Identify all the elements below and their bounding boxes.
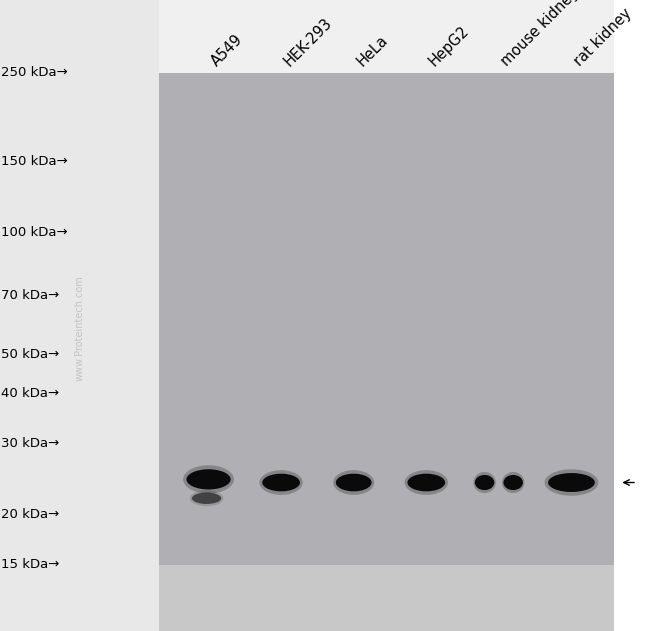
- Text: 250 kDa→: 250 kDa→: [1, 66, 68, 79]
- Ellipse shape: [503, 475, 523, 490]
- Ellipse shape: [474, 475, 495, 490]
- Text: rat kidney: rat kidney: [571, 6, 635, 69]
- Text: www.Proteintech.com: www.Proteintech.com: [75, 275, 84, 381]
- FancyBboxPatch shape: [159, 565, 614, 631]
- FancyBboxPatch shape: [159, 0, 614, 73]
- Text: HeLa: HeLa: [354, 33, 391, 69]
- Ellipse shape: [333, 470, 374, 495]
- Text: 100 kDa→: 100 kDa→: [1, 227, 68, 239]
- Text: HepG2: HepG2: [426, 23, 472, 69]
- Ellipse shape: [408, 474, 445, 492]
- Ellipse shape: [545, 469, 599, 496]
- FancyBboxPatch shape: [159, 73, 614, 565]
- Text: 40 kDa→: 40 kDa→: [1, 387, 59, 399]
- Text: 20 kDa→: 20 kDa→: [1, 508, 60, 521]
- Ellipse shape: [262, 474, 300, 492]
- Ellipse shape: [190, 490, 224, 506]
- Text: mouse kidney: mouse kidney: [499, 0, 582, 69]
- Text: 70 kDa→: 70 kDa→: [1, 289, 60, 302]
- Ellipse shape: [502, 472, 525, 493]
- Text: 15 kDa→: 15 kDa→: [1, 558, 60, 571]
- Text: 150 kDa→: 150 kDa→: [1, 155, 68, 168]
- Text: 30 kDa→: 30 kDa→: [1, 437, 60, 450]
- Ellipse shape: [192, 493, 221, 504]
- Ellipse shape: [259, 470, 303, 495]
- Ellipse shape: [473, 472, 496, 493]
- FancyBboxPatch shape: [614, 0, 650, 631]
- Ellipse shape: [404, 470, 448, 495]
- Ellipse shape: [187, 469, 231, 490]
- Text: A549: A549: [209, 32, 246, 69]
- FancyBboxPatch shape: [0, 0, 159, 631]
- Text: 50 kDa→: 50 kDa→: [1, 348, 60, 361]
- Text: HEK-293: HEK-293: [281, 16, 335, 69]
- Ellipse shape: [336, 474, 372, 492]
- Ellipse shape: [183, 465, 234, 493]
- Ellipse shape: [548, 473, 595, 492]
